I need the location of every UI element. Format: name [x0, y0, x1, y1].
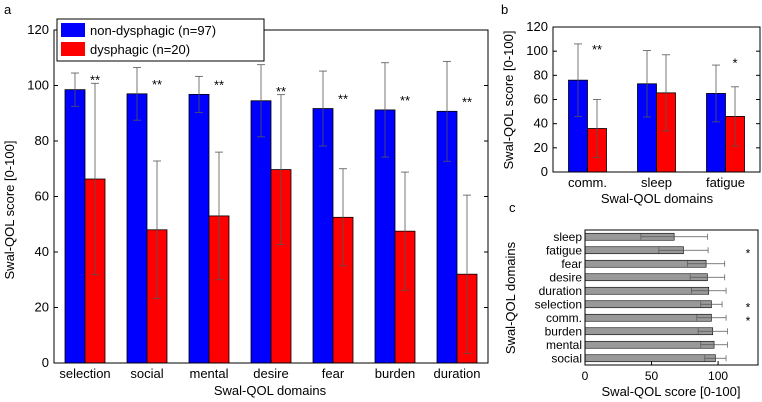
ytick-label-60: 60 [35, 189, 49, 204]
significance-mental: ** [214, 77, 224, 92]
xtick-label-sleep: sleep [641, 175, 672, 190]
significance-comm.: ** [592, 42, 602, 57]
ytick-label-20: 20 [35, 300, 49, 315]
xtick-label-selection: selection [59, 366, 110, 381]
panel-a-axes: selection social mental desire fear burden dur… [27, 22, 489, 381]
panel-a-label: a [4, 2, 12, 17]
panel-a-legend: non-dysphagic (n=97) dysphagic (n=20) [56, 18, 265, 62]
ytick-label-80: 80 [35, 133, 49, 148]
panel-c-label: c [509, 200, 516, 215]
legend-label-dysphagic: dysphagic (n=20) [90, 42, 190, 57]
panel-b-label: b [501, 2, 508, 17]
ytick-label-100: 100 [27, 78, 49, 93]
xtick-label-50: 50 [645, 369, 659, 383]
legend-swatch-dysphagic [61, 42, 85, 56]
ytick-label-duration: duration [539, 284, 582, 298]
xtick-label-100: 100 [708, 369, 728, 383]
ytick-label-40: 40 [35, 244, 49, 259]
bar-mental-0 [188, 93, 210, 364]
significance-fear: ** [338, 92, 348, 107]
panel-a-xlabel: Swal-QOL domains [214, 383, 327, 398]
legend-box [56, 18, 265, 62]
significance-desire: ** [276, 84, 286, 99]
xtick-label-0: 0 [582, 369, 589, 383]
xtick-label-fear: fear [322, 366, 345, 381]
significance-selection: ** [90, 73, 100, 88]
xtick-label-burden: burden [375, 366, 415, 381]
xtick-label-desire: desire [253, 366, 288, 381]
ytick-label-fatigue: fatigue [546, 243, 582, 257]
hbar-comm. [584, 313, 712, 322]
ytick-label-desire: desire [549, 270, 582, 284]
panel-a-bars: ** ** ** ** ** ** ** [64, 60, 478, 364]
significance-duration: ** [462, 94, 472, 109]
significance-burden: ** [400, 93, 410, 108]
xtick-label-comm.: comm. [568, 175, 607, 190]
ytick-label-60: 60 [534, 92, 548, 107]
legend-swatch-non-dysphagic [61, 23, 85, 37]
xtick-label-duration: duration [434, 366, 481, 381]
panel-a-ylabel: Swal-QOL score [0-100] [2, 141, 17, 280]
hbar-selection [584, 300, 712, 309]
ytick-label-100: 100 [526, 43, 548, 58]
bar-selection-0 [64, 89, 86, 364]
significance-social: ** [152, 77, 162, 92]
significance-fatigue: * [746, 246, 751, 260]
significance-fatigue: * [732, 55, 737, 70]
panel-c-ylabel: Swal-QOL domains [503, 241, 518, 354]
hbar-burden [584, 327, 714, 336]
ytick-label-fear: fear [561, 257, 582, 271]
panel-c-xlabel: Swal-QOL score [0-100] [602, 384, 741, 399]
ytick-label-burden: burden [545, 324, 582, 338]
bar-social-0 [126, 93, 148, 364]
panel-b-axes: comm. sleep fatigue 0 20 40 60 80 100 120 [526, 19, 761, 190]
bar-fear-0 [312, 108, 334, 364]
panel-b-ylabel: Swal-QOL score [0-100] [501, 31, 516, 170]
axes-frame [584, 229, 759, 366]
panel-b-bars: *** [568, 42, 745, 173]
ytick-label-120: 120 [27, 22, 49, 37]
ytick-label-20: 20 [534, 140, 548, 155]
xtick-label-fatigue: fatigue [706, 175, 745, 190]
xtick-label-social: social [130, 366, 163, 381]
bar-desire-0 [250, 100, 272, 364]
ytick-label-comm.: comm. [546, 311, 582, 325]
ytick-label-selection: selection [535, 297, 582, 311]
ytick-label-0: 0 [42, 355, 49, 370]
panel-c-bars: *** [584, 232, 751, 363]
significance-selection: * [746, 300, 751, 314]
significance-comm.: * [746, 314, 751, 328]
panel-b-xlabel: Swal-QOL domains [601, 191, 714, 206]
ytick-label-0: 0 [541, 164, 548, 179]
ytick-label-40: 40 [534, 116, 548, 131]
panel-c-axes: sleepfatiguefeardesiredurationselectionc… [535, 229, 759, 383]
ytick-label-mental: mental [546, 338, 582, 352]
ytick-label-social: social [551, 351, 582, 365]
ytick-label-120: 120 [526, 19, 548, 34]
hbar-social [584, 354, 716, 363]
xtick-label-mental: mental [189, 366, 228, 381]
hbar-desire [584, 273, 708, 282]
legend-label-non-dysphagic: non-dysphagic (n=97) [90, 23, 216, 38]
hbar-duration [584, 286, 710, 295]
ytick-label-80: 80 [534, 67, 548, 82]
ytick-label-sleep: sleep [553, 230, 582, 244]
hbar-mental [584, 340, 715, 349]
